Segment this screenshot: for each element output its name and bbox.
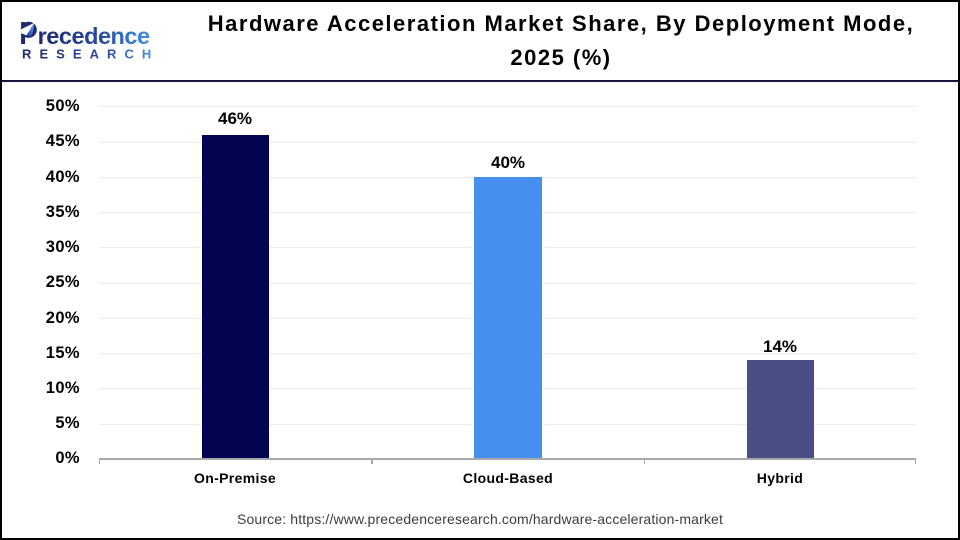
svg-text:recedence: recedence [38, 23, 151, 49]
svg-text:RESEARCH: RESEARCH [22, 47, 159, 62]
